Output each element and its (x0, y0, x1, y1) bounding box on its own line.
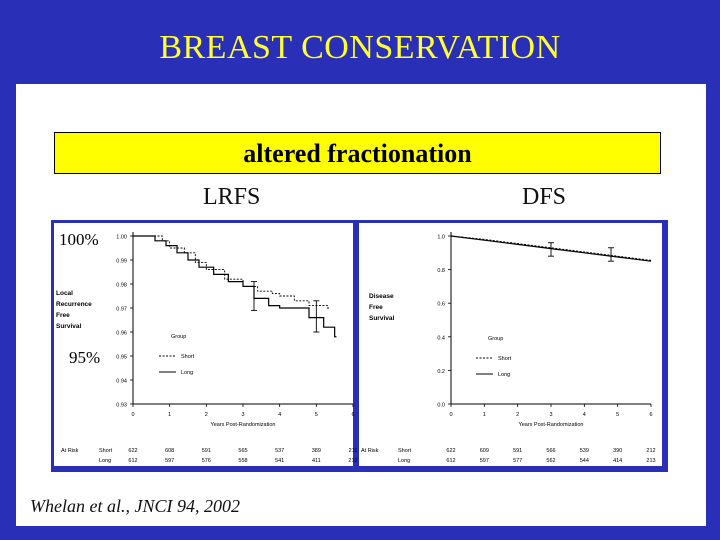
at-risk-row-name: Long (99, 458, 111, 464)
y-axis-label-line: Survival (369, 315, 394, 322)
at-risk-value: 544 (580, 458, 589, 464)
overlay-label-100: 100% (59, 230, 99, 249)
x-tick-label: 3 (241, 412, 244, 418)
survival-charts: 1.000.990.980.970.960.950.940.930 1 2 3 4 5 6Y… (54, 223, 662, 466)
at-risk-row-name: Long (398, 458, 410, 464)
chart-figure: 1.00 0.99 0.98 0.97 0.96 0.95 0.94 0.93 0 1 2 3 4 5 6 Y… (51, 220, 668, 472)
x-tick-label: 4 (583, 412, 586, 418)
x-tick-label: 0 (131, 412, 134, 418)
overlay-label-95: 95% (69, 348, 101, 367)
at-risk-value: 591 (513, 448, 522, 454)
x-tick-label: 6 (649, 412, 652, 418)
y-tick-label: 0.4 (437, 335, 445, 341)
at-risk-value: 591 (202, 448, 211, 454)
at-risk-value: 609 (480, 448, 489, 454)
y-tick-label: 0.2 (437, 369, 445, 375)
x-tick-label: 1 (168, 412, 171, 418)
series-line-long (133, 235, 337, 338)
x-tick-label: 5 (616, 412, 619, 418)
y-axis-label-line: Local (56, 290, 73, 297)
legend-entry: Long (498, 372, 510, 378)
y-tick-label: 0.8 (437, 268, 445, 274)
at-risk-value: 213 (646, 458, 655, 464)
legend-entry: Short (181, 354, 195, 360)
at-risk-value: 414 (613, 458, 622, 464)
legend-entry: Long (181, 370, 193, 376)
y-tick-label: 0.96 (116, 331, 127, 337)
at-risk-value: 622 (446, 448, 455, 454)
y-tick-label: 0.93 (116, 403, 127, 409)
at-risk-value: 411 (312, 458, 321, 464)
subtitle-banner: altered fractionation (54, 132, 661, 174)
at-risk-value: 212 (348, 458, 357, 464)
legend-entry: Short (498, 356, 512, 362)
legend-title: Group (488, 336, 503, 342)
y-tick-label: 0.6 (437, 302, 445, 308)
at-risk-value: 622 (128, 448, 137, 454)
y-tick-label: 0.99 (116, 259, 127, 265)
at-risk-value: 211 (349, 448, 358, 454)
y-tick-label: 1.0 (437, 235, 445, 241)
chart-panel-bg (359, 223, 662, 466)
y-axis-label-line: Recurrence (56, 301, 92, 308)
x-tick-label: 1 (483, 412, 486, 418)
at-risk-value: 212 (646, 448, 655, 454)
x-tick-label: 2 (516, 412, 519, 418)
y-tick-label: 1.00 (116, 235, 127, 241)
x-axis-label: Years Post-Randomization (211, 422, 276, 428)
citation: Whelan et al., JNCI 94, 2002 (30, 496, 240, 516)
at-risk-row-name: Short (398, 448, 412, 454)
at-risk-value: 539 (580, 448, 589, 454)
at-risk-value: 565 (238, 448, 247, 454)
x-tick-label: 6 (351, 412, 354, 418)
legend-title: Group (171, 334, 186, 340)
at-risk-value: 562 (546, 458, 555, 464)
lrfs-panel-title: LRFS (203, 184, 261, 210)
slide-content-area: altered fractionation LRFS DFS 1.00 0.99 0… (16, 84, 706, 526)
at-risk-value: 612 (128, 458, 137, 464)
at-risk-value: 558 (238, 458, 247, 464)
at-risk-value: 576 (202, 458, 211, 464)
at-risk-label: At Risk (361, 448, 379, 454)
x-tick-label: 4 (278, 412, 281, 418)
y-tick-label: 0.95 (116, 355, 127, 361)
at-risk-value: 577 (513, 458, 522, 464)
x-axis-label: Years Post-Randomization (519, 422, 584, 428)
dfs-panel-title: DFS (522, 184, 567, 210)
at-risk-value: 597 (480, 458, 489, 464)
at-risk-value: 608 (165, 448, 174, 454)
at-risk-row-name: Short (99, 448, 113, 454)
y-tick-label: 0.0 (437, 403, 445, 409)
y-axis-label-line: Free (56, 312, 70, 319)
at-risk-label: At Risk (61, 448, 79, 454)
x-tick-label: 3 (549, 412, 552, 418)
at-risk-value: 389 (312, 448, 321, 454)
at-risk-value: 390 (613, 448, 622, 454)
y-tick-label: 0.94 (116, 379, 127, 385)
at-risk-value: 597 (165, 458, 174, 464)
y-axis-label-line: Survival (56, 323, 81, 330)
slide-title: BREAST CONSERVATION (159, 29, 561, 66)
y-tick-label: 0.97 (116, 307, 127, 313)
x-tick-label: 2 (205, 412, 208, 418)
at-risk-value: 612 (446, 458, 455, 464)
y-axis-label-line: Free (369, 304, 383, 311)
y-tick-label: 0.98 (116, 283, 127, 289)
at-risk-value: 541 (275, 458, 284, 464)
x-tick-label: 0 (449, 412, 452, 418)
x-tick-label: 5 (315, 412, 318, 418)
chart-panel-bg (54, 223, 353, 466)
at-risk-value: 537 (275, 448, 284, 454)
y-axis-label-line: Disease (369, 293, 394, 300)
at-risk-value: 566 (546, 448, 555, 454)
